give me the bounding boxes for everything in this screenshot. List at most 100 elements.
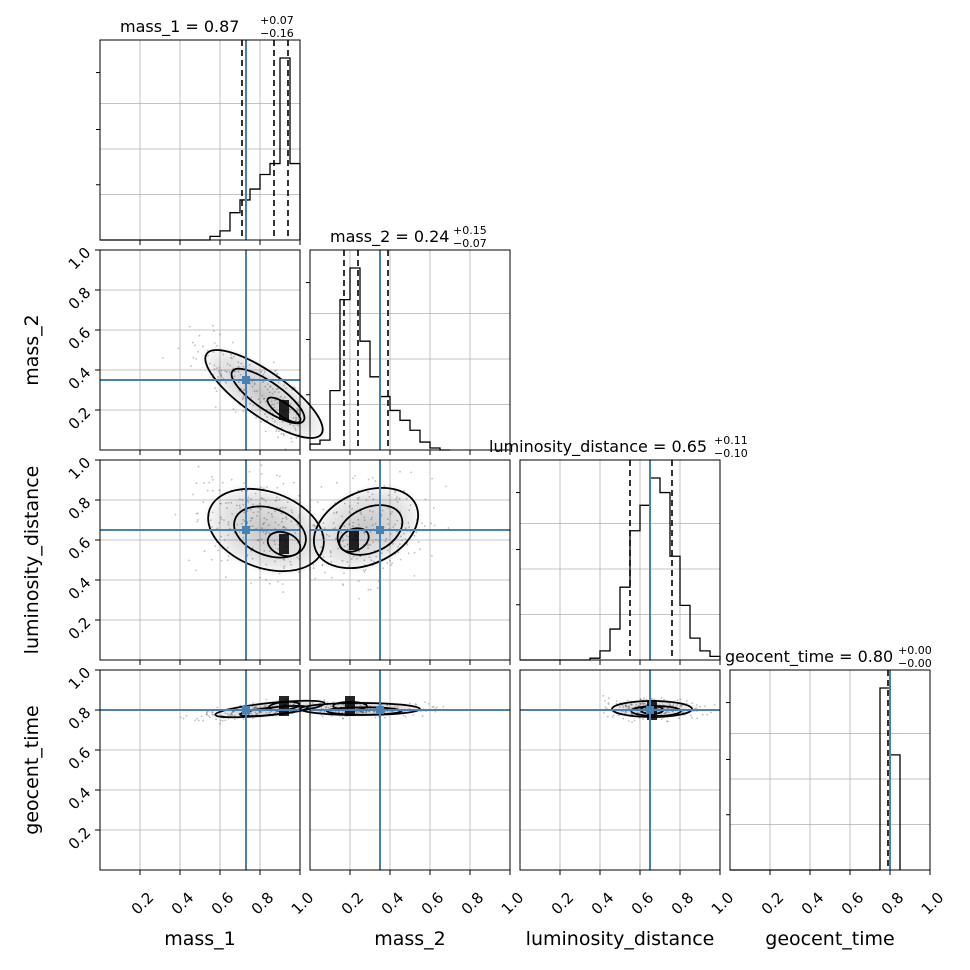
- sample-point: [424, 701, 426, 704]
- sample-point: [264, 430, 267, 433]
- sample-point: [278, 475, 281, 478]
- sample-point: [710, 711, 712, 714]
- sample-point: [691, 702, 694, 705]
- panel-mass_2-mass_2: [306, 249, 511, 455]
- sample-point: [445, 485, 447, 488]
- sample-point: [214, 406, 217, 408]
- sample-point: [194, 344, 196, 347]
- sample-point: [335, 481, 338, 484]
- xlabel-luminosity-distance: luminosity_distance: [526, 928, 715, 950]
- sample-point: [666, 720, 668, 723]
- sample-point: [292, 481, 295, 484]
- sample-point: [312, 567, 315, 570]
- xtick-label: 0.2: [128, 889, 158, 919]
- panel-luminosity_distance-mass_2: [308, 459, 511, 665]
- contour-outer: [204, 349, 324, 439]
- sample-point: [174, 513, 177, 516]
- sample-point: [232, 408, 235, 411]
- ytick-label: 1.0: [65, 664, 95, 694]
- sample-point: [192, 341, 194, 344]
- density-peak: [279, 534, 289, 554]
- sample-point: [342, 717, 344, 719]
- sample-point: [604, 700, 606, 702]
- panel-frame: [519, 669, 721, 871]
- sample-point: [250, 582, 253, 585]
- xtick-label: 0.8: [458, 889, 488, 919]
- title-geocent-time-minus: −0.00: [898, 657, 932, 670]
- sample-point: [161, 357, 164, 359]
- density-peak: [349, 530, 359, 550]
- ylabel-geocent-time: geocent_time: [21, 705, 43, 834]
- sample-point: [606, 715, 609, 718]
- sample-point: [190, 365, 193, 368]
- plot-layer: 0.20.40.60.81.00.20.40.60.81.00.2 0.4 0.6 0…: [65, 39, 948, 919]
- sample-point: [607, 702, 610, 704]
- sample-point: [435, 706, 438, 708]
- sample-point: [341, 717, 344, 720]
- sample-point: [231, 341, 234, 344]
- sample-point: [615, 700, 618, 702]
- sample-point: [208, 481, 211, 484]
- sample-point: [631, 721, 633, 723]
- truth-marker: [242, 526, 250, 534]
- sample-point: [376, 587, 379, 589]
- sample-point: [358, 597, 360, 600]
- sample-point: [206, 710, 209, 713]
- ytick-label: 0.8: [65, 494, 95, 524]
- sample-point: [202, 345, 205, 348]
- ytick-label: 0.4: [65, 784, 95, 814]
- sample-point: [431, 554, 433, 557]
- sample-point: [212, 324, 214, 327]
- title-mass-2: mass_2 = 0.24 +0.15 −0.07: [330, 224, 487, 250]
- panel-frame: [729, 669, 931, 871]
- sample-point: [410, 471, 412, 474]
- sample-point: [701, 713, 704, 716]
- sample-point: [627, 720, 630, 722]
- xtick-label: 0.4: [798, 889, 828, 919]
- ytick-label: 0.8: [65, 704, 95, 734]
- sample-point: [221, 481, 224, 484]
- xtick-label: 1.0: [498, 889, 528, 919]
- sample-point: [213, 342, 216, 344]
- sample-point: [603, 712, 605, 714]
- xlabel-mass-1: mass_1: [164, 928, 236, 950]
- sample-point: [203, 482, 205, 484]
- sample-point: [321, 715, 324, 718]
- sample-point: [208, 716, 211, 719]
- sample-point: [424, 498, 427, 501]
- sample-point: [260, 464, 263, 467]
- sample-point: [195, 569, 197, 572]
- sample-point: [316, 501, 319, 504]
- sample-point: [427, 703, 430, 705]
- sample-point: [324, 571, 326, 574]
- ylabel-luminosity-distance: luminosity_distance: [21, 466, 43, 655]
- xtick-label: 1.0: [918, 889, 948, 919]
- sample-point: [272, 361, 275, 364]
- sample-point: [434, 710, 437, 713]
- sample-point: [225, 576, 227, 578]
- panel-geocent_time-mass_2: 0.2 0.4 0.6 0.8 1.0: [294, 669, 528, 919]
- density-peak: [279, 400, 289, 420]
- panel-geocent_time-mass_1: 0.2 0.4 0.6 0.8 1.0 0.2 0.4 0.6 0.8 1.0: [65, 664, 331, 919]
- sample-point: [248, 470, 251, 473]
- contour-middle: [230, 367, 306, 425]
- sample-point: [432, 705, 435, 708]
- xtick-label: 0.8: [878, 889, 908, 919]
- sample-point: [431, 706, 434, 708]
- sample-point: [413, 551, 416, 554]
- sample-point: [230, 478, 233, 481]
- ytick-label: 0.2: [65, 824, 95, 854]
- contour-middle: [233, 505, 307, 559]
- sample-point: [703, 705, 706, 708]
- sample-point: [330, 576, 333, 579]
- panel-mass_2-mass_1: 0.2 0.4 0.6 0.8 1.0: [65, 244, 329, 455]
- sample-point: [210, 558, 213, 561]
- sample-point: [195, 512, 198, 515]
- panel-luminosity_distance-luminosity_distance: [516, 459, 721, 665]
- sample-point: [194, 719, 196, 722]
- sample-point: [198, 334, 201, 337]
- title-mass-1-plus: +0.07: [260, 14, 294, 27]
- panel-mass_1-mass_1: [96, 39, 301, 245]
- sample-point: [678, 717, 680, 720]
- sample-point: [185, 714, 188, 717]
